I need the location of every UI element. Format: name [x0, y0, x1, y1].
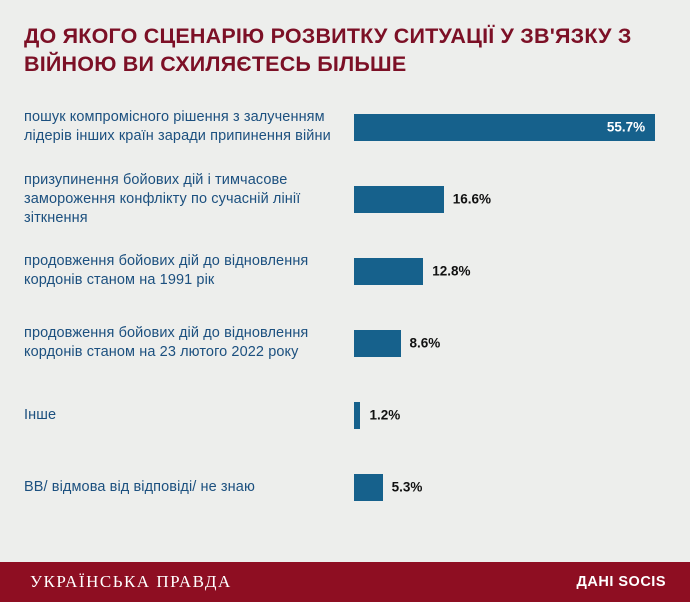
bar-track: 5.3% — [354, 473, 666, 501]
value-label: 16.6% — [452, 191, 492, 207]
category-label: пошук компромісного рішення з залученням… — [24, 109, 331, 145]
chart-row: пошук компромісного рішення з залученням… — [24, 99, 666, 156]
value-label: 1.2% — [369, 407, 401, 423]
bar — [354, 329, 401, 357]
category-label: продовження бойових дій до відновлення к… — [24, 253, 309, 289]
brand-logo-text: Українська правда — [30, 572, 232, 591]
category-label: Інше — [24, 406, 57, 423]
bar-track: 16.6% — [354, 185, 666, 213]
chart-row: продовження бойових дій до відновлення к… — [24, 243, 666, 300]
chart-row: продовження бойових дій до відновлення к… — [24, 315, 666, 372]
chart-row: ВВ/ відмова від відповіді/ не знаю 5.3% — [24, 459, 666, 516]
bar-track: 55.7% — [354, 113, 666, 141]
bar — [354, 185, 444, 213]
bar-track: 1.2% — [354, 401, 666, 429]
bar — [354, 113, 656, 141]
footer-bar: Українська правда Дані SOCIS — [0, 562, 690, 602]
chart-row: Інше 1.2% — [24, 387, 666, 444]
bar-track: 12.8% — [354, 257, 666, 285]
bar-chart: пошук компромісного рішення з залученням… — [0, 85, 690, 562]
bar-track: 8.6% — [354, 329, 666, 357]
category-label: ВВ/ відмова від відповіді/ не знаю — [24, 478, 255, 495]
bar — [354, 257, 424, 285]
category-label: призупинення бойових дій і тимчасове зам… — [24, 171, 301, 226]
data-source-label: Дані SOCIS — [576, 574, 666, 590]
header: До якого сценарію розвитку ситуації у зв… — [0, 0, 690, 85]
category-label: продовження бойових дій до відновлення к… — [24, 325, 309, 361]
chart-title: До якого сценарію розвитку ситуації у зв… — [24, 24, 632, 77]
value-label: 55.7% — [606, 119, 646, 135]
value-label: 8.6% — [409, 335, 441, 351]
bar — [354, 473, 383, 501]
bar — [354, 401, 361, 429]
value-label: 5.3% — [391, 479, 423, 495]
chart-row: призупинення бойових дій і тимчасове зам… — [24, 171, 666, 228]
value-label: 12.8% — [432, 263, 471, 279]
